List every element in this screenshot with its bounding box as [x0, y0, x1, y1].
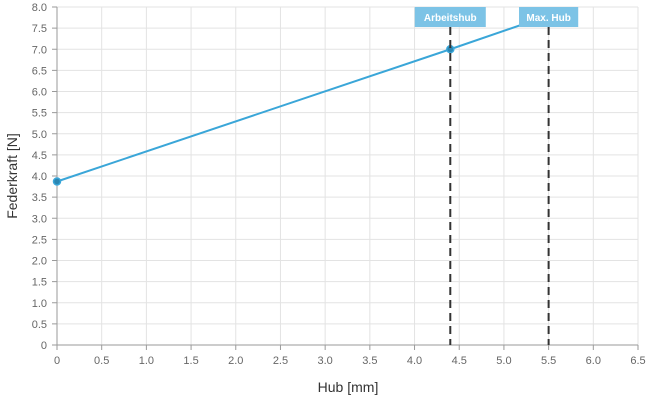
y-tick-labels: 0 0.5 1.0 1.5 2.0 2.5 3.0 3.5 4.0 4.5 5.0 5.5 6.0 6.5…	[32, 2, 47, 352]
data-point	[52, 177, 62, 186]
y-tick-label: 4.0	[32, 171, 47, 183]
y-axis-title: Federkraft [N]	[4, 133, 20, 219]
y-tick-label: 6.0	[32, 87, 47, 99]
series-layer	[52, 11, 553, 186]
x-tick-label: 3.5	[362, 355, 377, 367]
y-tick-label: 7.0	[32, 44, 47, 56]
y-tick-label: 7.5	[32, 23, 47, 35]
y-tick-label: 0	[41, 340, 47, 352]
x-tick-label: 5.0	[496, 355, 511, 367]
x-tick-label: 3.0	[318, 355, 333, 367]
y-tick-label: 2.0	[32, 256, 47, 268]
y-tick-label: 2.5	[32, 234, 47, 246]
y-tick-label: 8.0	[32, 2, 47, 14]
series-line	[56, 14, 549, 183]
y-tick-label: 1.0	[32, 298, 47, 310]
y-tick-label: 5.5	[32, 108, 47, 120]
marker-label: Arbeitshub	[424, 13, 477, 24]
y-tick-label: 0.5	[32, 319, 47, 331]
x-tick-label: 4.5	[452, 355, 467, 367]
x-tick-label: 0	[54, 355, 60, 367]
x-tick-label: 1.0	[139, 355, 154, 367]
y-tick-label: 3.0	[32, 213, 47, 225]
y-tick-label: 5.0	[32, 129, 47, 141]
x-tick-label: 0.5	[94, 355, 109, 367]
x-tick-label: 6.0	[586, 355, 601, 367]
marker-layer: Arbeitshub Max. Hub	[414, 7, 579, 345]
x-tick-label: 4.0	[407, 355, 422, 367]
x-axis-title: Hub [mm]	[318, 379, 379, 395]
x-tick-label: 2.0	[228, 355, 243, 367]
marker-label-box	[519, 7, 579, 27]
y-tick-label: 1.5	[32, 277, 47, 289]
x-tick-label: 2.5	[273, 355, 288, 367]
x-tick-label: 5.5	[541, 355, 556, 367]
y-tick-label: 3.5	[32, 192, 47, 204]
x-tick-labels: 0 0.5 1.0 1.5 2.0 2.5 3.0 3.5 4.0 4.5 5.0 5.5 6.0 6.5	[54, 355, 646, 367]
marker-label: Max. Hub	[526, 13, 570, 24]
x-tick-label: 1.5	[183, 355, 198, 367]
axes	[52, 6, 639, 350]
x-tick-label: 6.5	[630, 355, 645, 367]
y-tick-label: 6.5	[32, 65, 47, 77]
grid	[56, 6, 639, 346]
y-tick-label: 4.5	[32, 150, 47, 162]
marker-label-box	[414, 7, 486, 27]
